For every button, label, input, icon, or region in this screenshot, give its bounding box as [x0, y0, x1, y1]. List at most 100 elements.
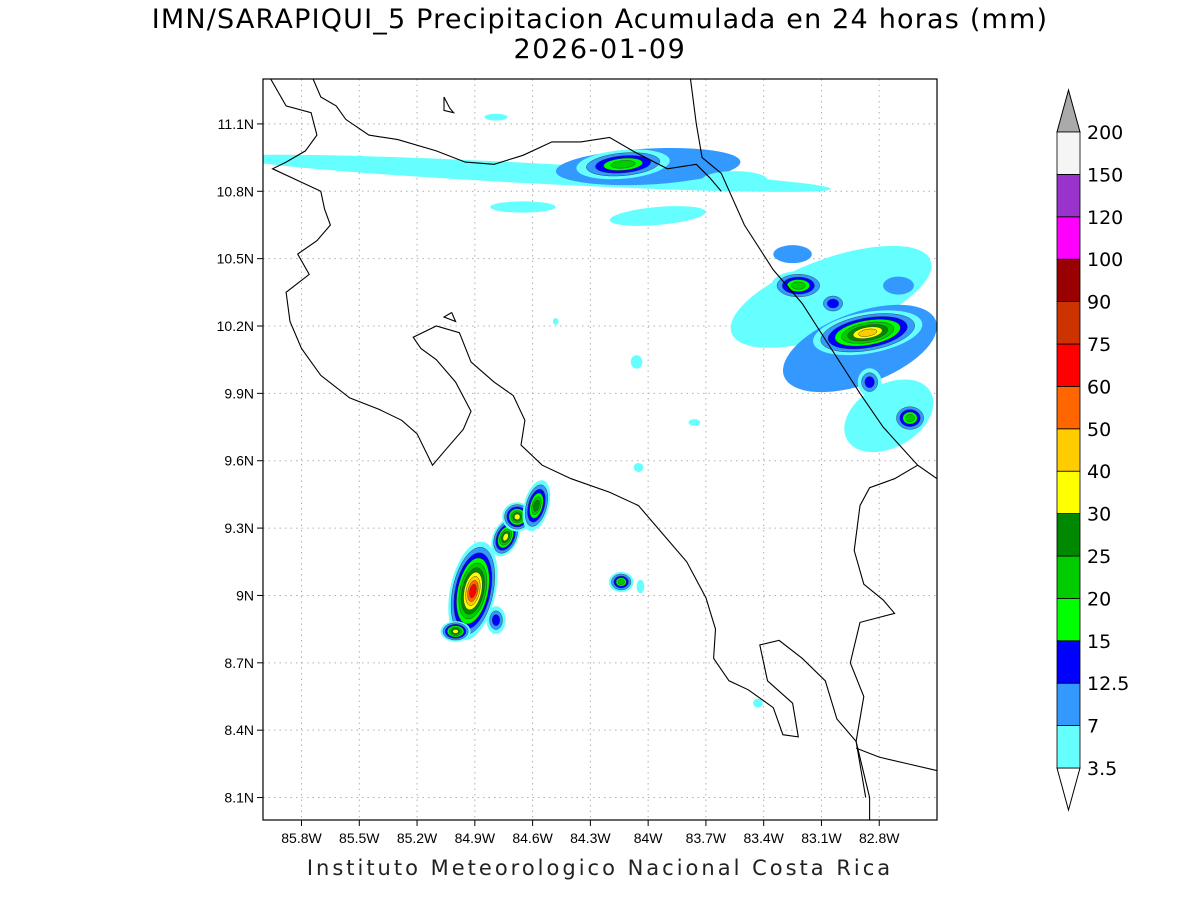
colorbar-under-arrow — [1056, 767, 1081, 812]
precip-band — [490, 201, 556, 213]
colorbar-label: 25 — [1087, 546, 1111, 568]
y-tick-label: 10.5N — [217, 251, 254, 267]
map-date: 2026-01-09 — [513, 34, 687, 65]
precip-band — [844, 379, 934, 453]
map-frame — [262, 78, 938, 821]
precip-cell-contour — [502, 533, 509, 541]
precip-cell-contour — [469, 583, 477, 598]
colorbar-label: 30 — [1087, 504, 1111, 526]
colorbar-legend: 3.5 7 12.5 15 20 25 30 40 50 60 75 90 100 120 150 200 — [1056, 88, 1129, 812]
colorbar-swatch — [1056, 131, 1081, 175]
precip-cell-contour — [491, 614, 501, 626]
precip-band — [702, 171, 768, 190]
colorbar-label: 90 — [1087, 292, 1111, 314]
colorbar-swatch — [1056, 682, 1081, 727]
colorbar-label: 15 — [1087, 631, 1111, 653]
precip-cell-contour — [827, 298, 839, 309]
coastline-path — [849, 464, 918, 798]
y-tick-label: 9.9N — [224, 385, 254, 401]
colorbar-swatch — [1056, 640, 1081, 684]
precip-band — [883, 276, 914, 295]
colorbar-swatch — [1056, 258, 1081, 303]
precip-cell-contour — [905, 414, 915, 423]
precip-band — [753, 698, 763, 708]
colorbar-swatch — [1056, 513, 1081, 557]
precip-band — [263, 154, 831, 192]
colorbar-label: 150 — [1087, 164, 1123, 186]
precip-cell-contour — [514, 513, 521, 520]
map-title: IMN/SARAPIQUI_5 Precipitacion Acumulada … — [151, 4, 1049, 35]
precip-band — [636, 579, 645, 594]
precip-cell-contour — [864, 376, 875, 388]
coastline-path — [442, 312, 457, 323]
precip-band — [773, 245, 812, 264]
colorbar-label: 3.5 — [1087, 758, 1117, 780]
coastline-path — [270, 79, 871, 820]
coastline-path — [312, 79, 722, 192]
colorbar-swatch — [1056, 428, 1081, 472]
colorbar-label: 7 — [1087, 716, 1099, 738]
x-tick-label: 82.8W — [859, 830, 900, 846]
colorbar-over-arrow — [1056, 88, 1081, 133]
precip-band — [630, 355, 643, 369]
x-tick-label: 83.7W — [686, 830, 727, 846]
precip-cell-contour — [533, 499, 540, 512]
colorbar-swatch — [1056, 216, 1081, 260]
x-tick-label: 84W — [634, 830, 664, 846]
colorbar-swatch — [1056, 301, 1081, 345]
colorbar-label: 120 — [1087, 207, 1123, 229]
precip-band — [609, 206, 706, 226]
x-tick-label: 84.6W — [512, 830, 553, 846]
y-tick-label: 8.1N — [224, 790, 254, 806]
colorbar-label: 40 — [1087, 461, 1111, 483]
precip-cell-contour — [452, 629, 459, 634]
colorbar-swatch — [1056, 598, 1081, 642]
colorbar-swatch — [1056, 470, 1081, 515]
y-tick-label: 11.1N — [218, 116, 254, 132]
colorbar-swatch — [1056, 725, 1081, 769]
y-tick-label: 9.3N — [224, 520, 254, 536]
colorbar-label: 60 — [1087, 376, 1111, 398]
y-tick-label: 10.8N — [217, 183, 254, 199]
colorbar-label: 100 — [1087, 249, 1123, 271]
precip-band — [688, 419, 701, 426]
x-tick-label: 84.3W — [570, 830, 611, 846]
footer-credit: Instituto Meteorologico Nacional Costa R… — [306, 856, 894, 880]
colorbar-label: 200 — [1087, 122, 1123, 144]
precip-cell-contour — [610, 160, 636, 169]
colorbar-label: 20 — [1087, 588, 1111, 610]
x-tick-label: 85.8W — [281, 830, 322, 846]
latitude-axis: 11.1N 10.8N 10.5N 10.2N 9.9N 9.6N 9.3N 9N 8.7N 8.… — [217, 116, 263, 806]
coastline-borders — [270, 79, 937, 820]
y-tick-label: 9N — [236, 587, 254, 603]
map-frame-background — [263, 79, 937, 820]
precip-band — [484, 113, 508, 121]
y-tick-label: 8.7N — [224, 655, 254, 671]
colorbar-swatch — [1056, 343, 1081, 387]
colorbar-swatch — [1056, 385, 1081, 430]
coastline-path — [443, 96, 456, 114]
precip-band — [353, 155, 366, 165]
precip-band — [633, 462, 644, 472]
coastline-path — [689, 79, 937, 480]
x-tick-label: 85.2W — [397, 830, 438, 846]
y-tick-label: 8.4N — [224, 722, 254, 738]
precip-cell-contour — [791, 281, 806, 290]
x-tick-label: 83.4W — [743, 830, 784, 846]
x-tick-label: 85.5W — [339, 830, 380, 846]
colorbar-swatch — [1056, 555, 1081, 599]
precipitation-field — [263, 113, 937, 708]
colorbar-label: 75 — [1087, 334, 1111, 356]
precip-band — [552, 318, 559, 325]
y-tick-label: 9.6N — [224, 453, 254, 469]
colorbar-label: 12.5 — [1087, 673, 1129, 695]
y-tick-label: 10.2N — [217, 318, 254, 334]
colorbar-label: 50 — [1087, 419, 1111, 441]
precip-cell-contour — [617, 579, 625, 585]
coastline-path — [855, 747, 937, 772]
precip-cell-contour — [858, 328, 878, 337]
x-tick-label: 84.9W — [455, 830, 496, 846]
colorbar-swatch — [1056, 173, 1081, 218]
longitude-axis: 85.8W 85.5W 85.2W 84.9W 84.6W 84.3W 84W 83.7W 83… — [281, 820, 900, 846]
